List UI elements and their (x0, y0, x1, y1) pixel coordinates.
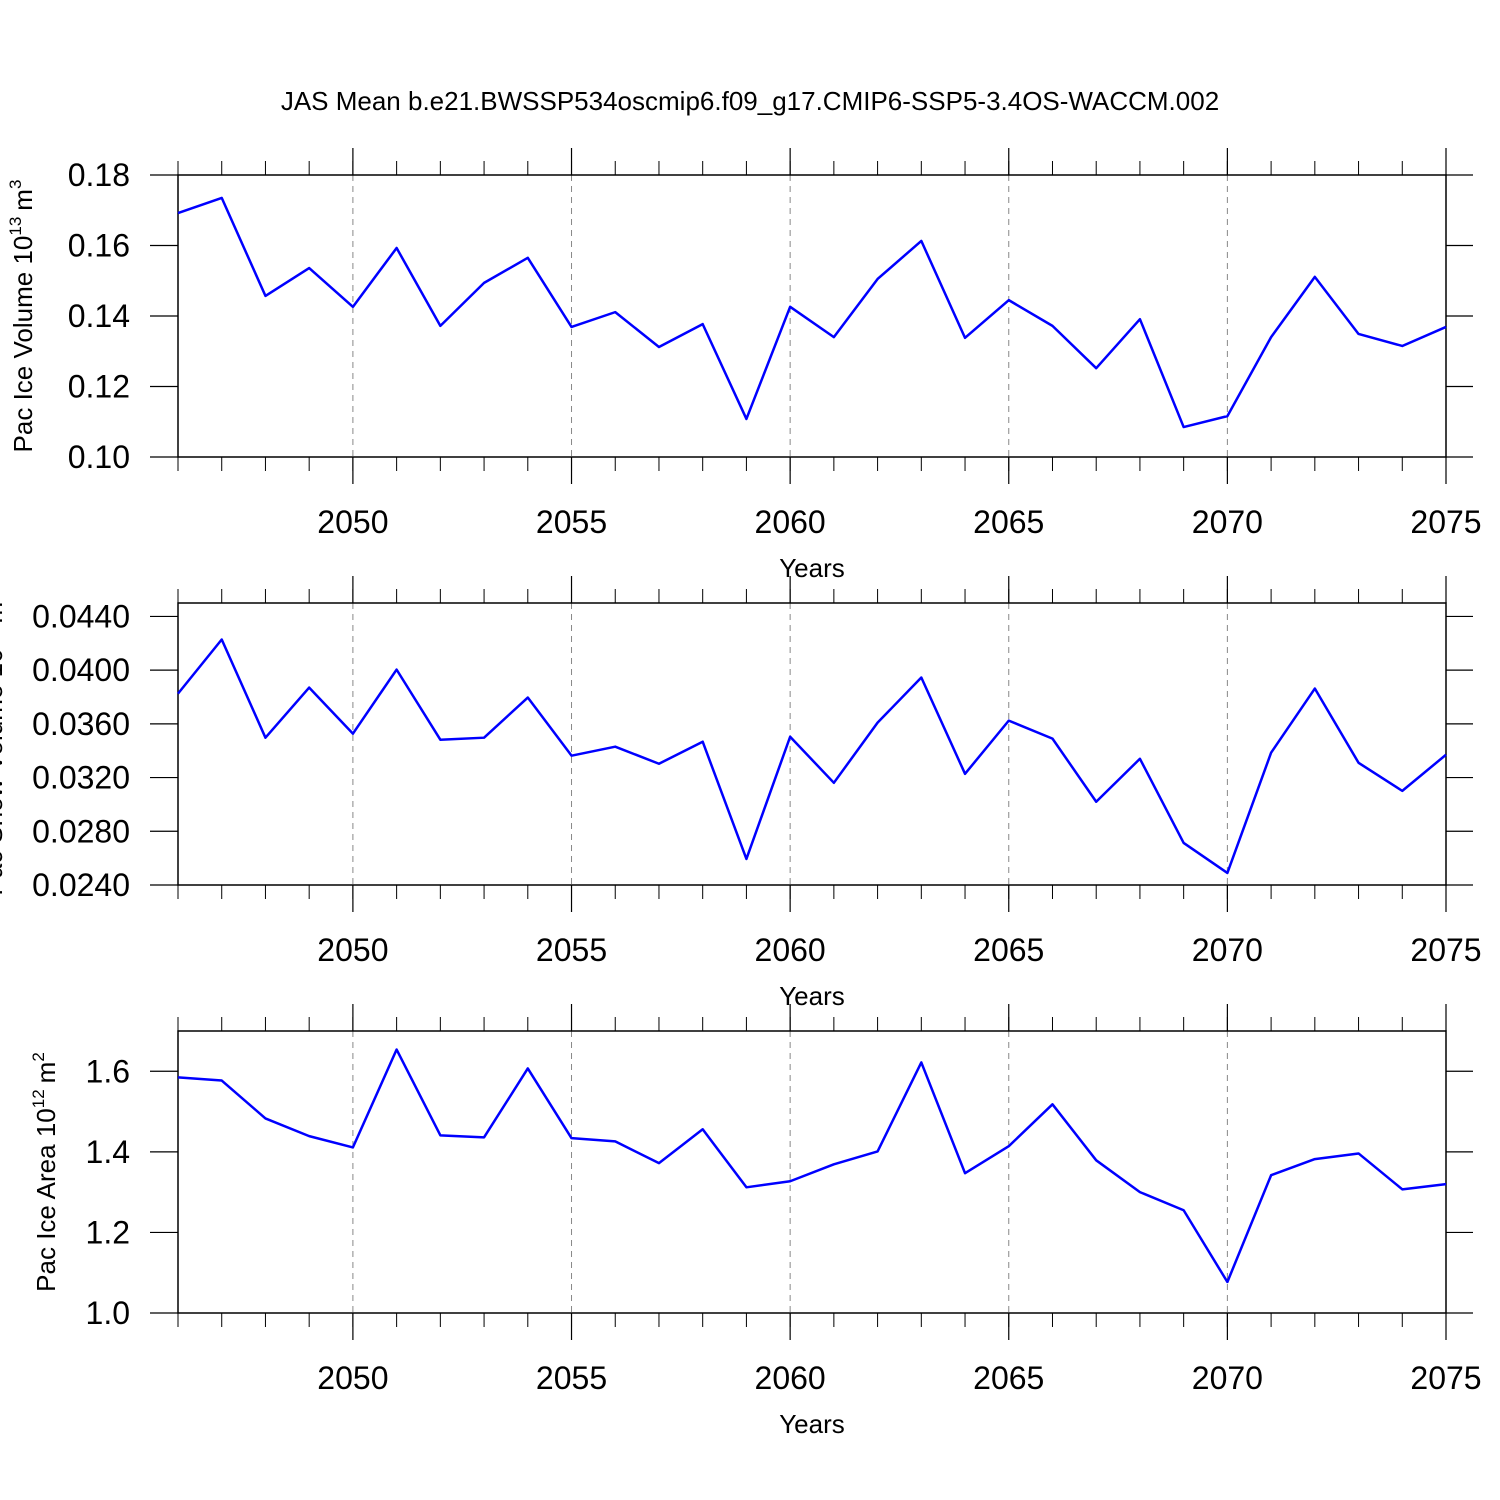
x-axis-label: Years (779, 1409, 845, 1439)
x-tick-label: 2055 (536, 504, 607, 540)
y-axis-label-exponent: 12 (29, 1089, 48, 1108)
y-tick-label: 0.0320 (32, 760, 130, 796)
x-tick-label: 2060 (755, 932, 826, 968)
panel: 2050 2055 2060 2065 2070 2075 0.0240 0.0280 0.03… (0, 576, 1482, 1011)
panel: 2050 2055 2060 2065 2070 2075 1.0 1.2 1.4 1.6 Year… (29, 1004, 1482, 1439)
panel: 2050 2055 2060 2065 2070 2075 0.10 0.12 0.14 0.16… (6, 148, 1482, 583)
y-axis-label-part: m (0, 602, 8, 624)
y-tick-label: 0.0440 (32, 598, 130, 634)
y-tick-label: 0.0400 (32, 652, 130, 688)
x-tick-label: 2075 (1410, 504, 1481, 540)
x-tick-label: 2055 (536, 1360, 607, 1396)
plot-frame (177, 174, 1447, 458)
plot-frame (177, 1030, 1447, 1314)
y-tick-label: 1.0 (86, 1295, 130, 1331)
x-tick-label: 2055 (536, 932, 607, 968)
x-tick-label: 2050 (317, 504, 388, 540)
y-tick-label: 0.18 (68, 157, 130, 193)
x-axis-label: Years (779, 981, 845, 1011)
y-tick-label: 0.10 (68, 439, 130, 475)
y-axis-label-part: m (31, 1062, 61, 1084)
plot-frame (177, 602, 1447, 886)
data-line (177, 638, 1447, 875)
y-tick-label: 0.0240 (32, 867, 130, 903)
x-tick-label: 2075 (1410, 932, 1481, 968)
y-tick-label: 1.6 (86, 1053, 130, 1089)
y-axis-label-exponent: 3 (6, 180, 25, 189)
y-tick-label: 0.12 (68, 369, 130, 405)
y-tick-label: 1.4 (86, 1134, 130, 1170)
x-tick-label: 2075 (1410, 1360, 1481, 1396)
y-tick-label: 0.14 (68, 298, 130, 334)
data-line (177, 1048, 1447, 1284)
x-tick-label: 2065 (973, 932, 1044, 968)
x-tick-label: 2050 (317, 932, 388, 968)
x-tick-label: 2060 (755, 1360, 826, 1396)
x-tick-label: 2065 (973, 504, 1044, 540)
y-axis-label-exponent: 2 (29, 1052, 48, 1061)
y-tick-label: 0.0360 (32, 706, 130, 742)
y-tick-label: 0.16 (68, 228, 130, 264)
y-axis-label-part: Pac Ice Area 10 (31, 1108, 61, 1292)
y-axis-label-part: Pac Snow Volume 10 (0, 648, 8, 895)
x-tick-label: 2070 (1192, 504, 1263, 540)
y-axis-label-part: Pac Ice Volume 10 (8, 236, 38, 453)
data-line (177, 196, 1447, 429)
x-tick-label: 2050 (317, 1360, 388, 1396)
y-axis-label: Pac Snow Volume 1013m3 (0, 592, 8, 895)
figure-title: JAS Mean b.e21.BWSSP534oscmip6.f09_g17.C… (281, 86, 1219, 116)
y-axis-label: Pac Ice Volume 1013 m3 (6, 180, 38, 453)
x-axis-label: Years (779, 553, 845, 583)
x-tick-label: 2070 (1192, 932, 1263, 968)
x-tick-label: 2065 (973, 1360, 1044, 1396)
y-tick-label: 1.2 (86, 1214, 130, 1250)
y-tick-label: 0.0280 (32, 813, 130, 849)
x-tick-label: 2070 (1192, 1360, 1263, 1396)
y-axis-label: Pac Ice Area 1012 m2 (29, 1052, 61, 1292)
y-axis-label-exponent: 13 (6, 217, 25, 236)
y-axis-label-part: m (8, 189, 38, 211)
x-tick-label: 2060 (755, 504, 826, 540)
